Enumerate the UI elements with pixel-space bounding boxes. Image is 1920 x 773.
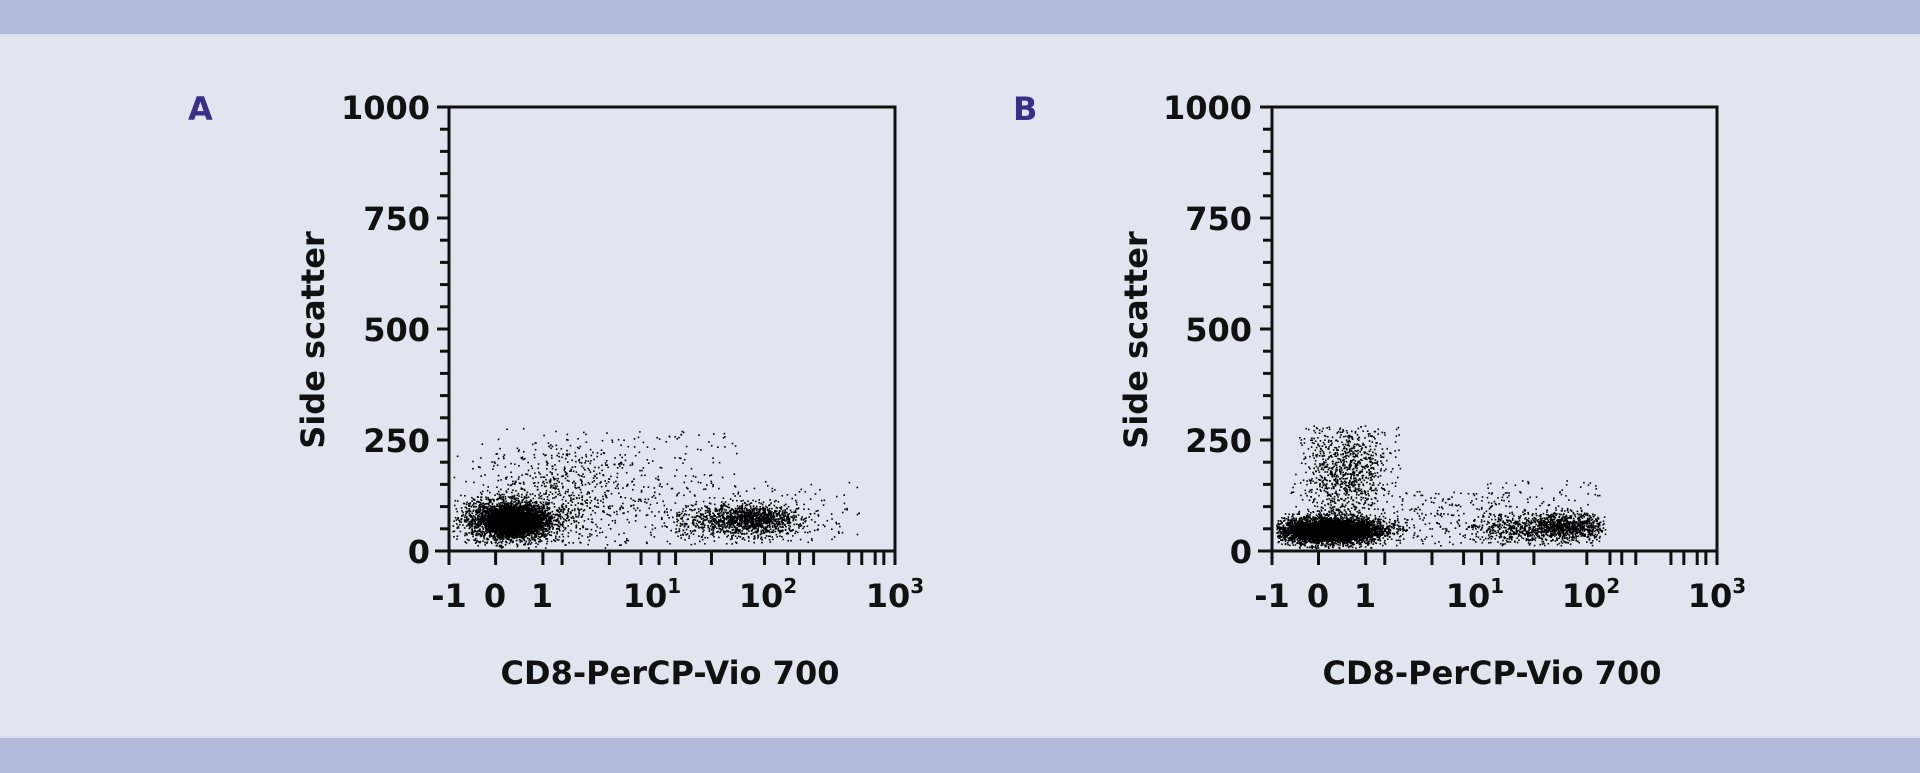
x-tick-10-1: 101 (623, 574, 681, 615)
x-tick-0: 0 (484, 577, 506, 615)
y-tick-0: 0 (1230, 533, 1252, 571)
y-tick-750: 750 (1185, 200, 1252, 238)
y-tick-250: 250 (363, 422, 430, 460)
x-tick-10-1: 101 (1446, 574, 1504, 615)
y-tick-250: 250 (1185, 422, 1252, 460)
panel-label-b: B (1013, 90, 1037, 128)
x-tick-1: 1 (531, 577, 553, 615)
y-tick-1000: 1000 (341, 89, 430, 127)
y-tick-0: 0 (408, 533, 430, 571)
x-tick-10-2: 102 (739, 574, 797, 615)
scatter-plot-b: B Side scatter CD8-PerCP-Vio 700 1000 75… (1013, 89, 1746, 692)
scatter-plot-a: A Side scatter CD8-PerCP-Vio 700 1000 75… (188, 89, 924, 692)
x-tick-neg1: -1 (431, 577, 467, 615)
x-tick-labels-a: -1 0 1 101 102 103 (431, 574, 924, 615)
x-axis-label-b: CD8-PerCP-Vio 700 (1323, 654, 1662, 692)
top-banner (0, 0, 1920, 36)
axes-a (435, 105, 897, 565)
y-tick-1000: 1000 (1163, 89, 1252, 127)
y-tick-labels-b: 1000 750 500 250 0 (1163, 89, 1252, 571)
x-tick-labels-b: -1 0 1 101 102 103 (1254, 574, 1746, 615)
y-axis-label-b: Side scatter (1117, 231, 1155, 449)
x-tick-10-2: 102 (1562, 574, 1620, 615)
x-tick-10-3: 103 (866, 574, 924, 615)
x-tick-neg1: -1 (1254, 577, 1290, 615)
x-tick-1: 1 (1354, 577, 1376, 615)
axes-b (1258, 105, 1719, 565)
y-axis-label-a: Side scatter (294, 231, 332, 449)
bottom-banner (0, 736, 1920, 773)
y-tick-500: 500 (1185, 311, 1252, 349)
x-axis-label-a: CD8-PerCP-Vio 700 (501, 654, 840, 692)
y-tick-labels-a: 1000 750 500 250 0 (341, 89, 430, 571)
x-tick-10-3: 103 (1688, 574, 1746, 615)
scatter-points-b (1276, 425, 1607, 550)
y-tick-500: 500 (363, 311, 430, 349)
panel-label-a: A (188, 90, 213, 128)
y-tick-750: 750 (363, 200, 430, 238)
x-tick-0: 0 (1307, 577, 1329, 615)
scatter-points-a (452, 427, 860, 550)
